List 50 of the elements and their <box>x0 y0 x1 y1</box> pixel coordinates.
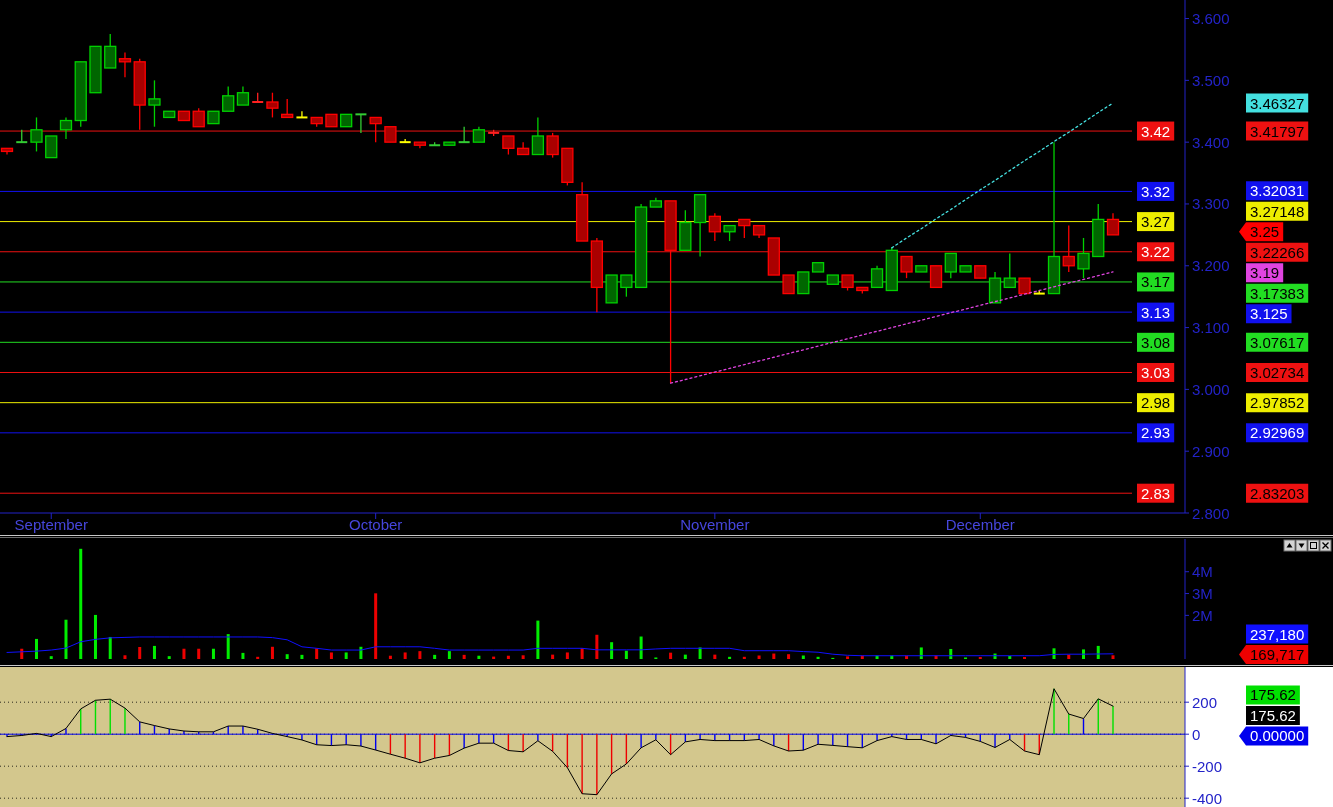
y-tick-label: 3.400 <box>1192 133 1230 151</box>
y-tick-label: 200 <box>1192 693 1218 711</box>
text: 175.62 <box>1250 706 1296 724</box>
text: 2.97852 <box>1250 394 1305 412</box>
text: 3.41797 <box>1250 122 1305 140</box>
y-tick-label: 3.000 <box>1192 380 1230 398</box>
ref-line-label: 3.03 <box>1140 363 1171 381</box>
text: 169,717 <box>1250 646 1305 663</box>
y-tick-label: -400 <box>1192 789 1223 807</box>
ref-line-label: 3.27 <box>1140 213 1171 231</box>
y-tick-label: 0 <box>1192 725 1201 743</box>
text: 3.32031 <box>1250 182 1305 200</box>
y-tick-label: 3.600 <box>1192 10 1230 28</box>
y-tick-label: 3.300 <box>1192 195 1230 213</box>
ref-line-label: 2.93 <box>1140 424 1171 442</box>
ref-line-label: 3.22 <box>1140 243 1171 261</box>
ref-line-label: 2.83 <box>1140 484 1171 502</box>
y-tick-label: 2.900 <box>1192 442 1230 460</box>
y-tick-label: 3.100 <box>1192 319 1230 337</box>
y-tick-label: 4M <box>1192 563 1213 581</box>
ref-line-label: 3.13 <box>1140 303 1171 321</box>
y-tick-label: 3M <box>1192 585 1213 603</box>
y-tick-label: 3.500 <box>1192 71 1230 89</box>
y-tick-label: 2.800 <box>1192 504 1230 522</box>
y-tick-label: -200 <box>1192 757 1223 775</box>
text: 3.17383 <box>1250 284 1305 302</box>
text: 175.62 <box>1250 686 1296 704</box>
x-tick-label: September <box>14 515 88 533</box>
text: 3.125 <box>1250 305 1288 323</box>
text: 2.92969 <box>1250 424 1305 442</box>
x-tick-label: December <box>945 515 1015 533</box>
text: 3.25 <box>1250 223 1280 241</box>
y-tick-label: 3.200 <box>1192 257 1230 275</box>
y-tick-label: 2M <box>1192 606 1213 624</box>
ref-line-label: 2.98 <box>1140 394 1171 412</box>
text: 3.02734 <box>1250 363 1305 381</box>
text: 3.46327 <box>1250 94 1305 112</box>
text: 3.19 <box>1250 264 1280 282</box>
text: 3.07617 <box>1250 333 1305 351</box>
x-tick-label: November <box>680 515 750 533</box>
x-tick-label: October <box>348 515 403 533</box>
text: 3.22266 <box>1250 243 1305 261</box>
ref-line-label: 3.32 <box>1140 182 1171 200</box>
ref-line-label: 3.17 <box>1140 273 1171 291</box>
ref-line-label: 3.42 <box>1140 122 1171 140</box>
text: 0.00000 <box>1250 727 1305 745</box>
text: 3.27148 <box>1250 202 1305 220</box>
text: 237,180 <box>1250 625 1305 643</box>
ref-line-label: 3.08 <box>1140 333 1171 351</box>
text: 2.83203 <box>1250 484 1305 502</box>
